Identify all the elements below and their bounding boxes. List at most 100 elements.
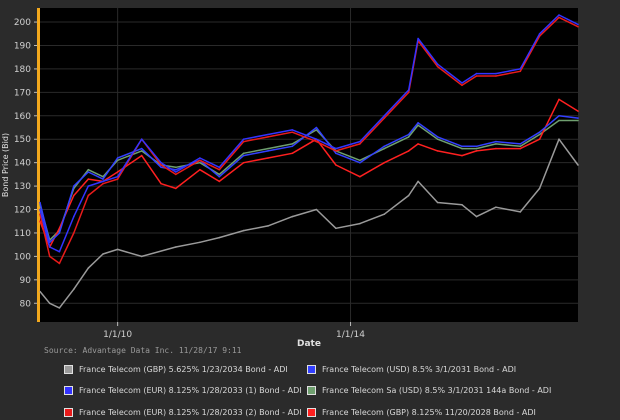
legend: France Telecom (GBP) 5.625% 1/23/2034 Bo… — [64, 362, 584, 420]
data-point-series-3 — [315, 129, 318, 131]
data-point-series-2 — [558, 14, 560, 16]
data-point-series-5 — [218, 180, 221, 183]
data-point-series-0 — [495, 206, 497, 208]
data-point-series-5 — [267, 157, 269, 159]
data-point-series-4 — [48, 255, 51, 258]
data-point-series-5 — [577, 110, 579, 112]
legend-item: France Telecom (EUR) 8.125% 1/28/2033 (2… — [64, 405, 307, 420]
data-point-series-1 — [519, 143, 522, 145]
data-point-series-0 — [199, 241, 201, 244]
data-point-series-0 — [140, 255, 143, 258]
data-point-series-2 — [267, 133, 269, 136]
data-point-series-1 — [73, 185, 75, 187]
legend-label: France Telecom (EUR) 8.125% 1/28/2033 (2… — [79, 408, 302, 418]
data-point-series-0 — [359, 222, 361, 225]
data-point-series-5 — [436, 150, 439, 152]
data-point-series-0 — [519, 211, 522, 213]
accent-bar — [37, 8, 40, 322]
data-point-series-4 — [87, 194, 90, 197]
data-point-series-3 — [267, 147, 269, 150]
y-tick-label: 190 — [14, 41, 31, 51]
data-point-series-1 — [140, 147, 143, 150]
legend-label: France Telecom (GBP) 8.125% 11/20/2028 B… — [322, 408, 536, 418]
data-point-series-2 — [218, 166, 221, 169]
data-point-series-2 — [436, 63, 439, 65]
data-point-series-4 — [116, 178, 119, 180]
data-point-series-2 — [160, 161, 162, 164]
data-point-series-5 — [242, 161, 245, 164]
data-point-series-3 — [291, 143, 294, 145]
data-point-series-5 — [461, 154, 463, 157]
data-point-series-1 — [160, 166, 162, 169]
data-point-series-2 — [519, 68, 522, 70]
data-point-series-1 — [87, 171, 90, 173]
x-tick-label: 1/1/10 — [103, 330, 132, 340]
data-point-series-4 — [436, 65, 439, 68]
data-point-series-2 — [39, 208, 41, 211]
data-point-series-5 — [495, 147, 497, 150]
data-point-series-4 — [558, 16, 560, 19]
legend-label: France Telecom (USD) 8.5% 3/1/2031 Bond … — [322, 364, 517, 374]
data-point-series-1 — [577, 117, 579, 119]
data-point-series-2 — [538, 33, 541, 35]
data-point-series-0 — [175, 246, 177, 248]
data-point-series-3 — [140, 150, 143, 152]
data-point-series-2 — [48, 246, 51, 248]
data-point-series-5 — [291, 152, 294, 155]
data-point-series-1 — [359, 161, 361, 164]
data-point-series-1 — [475, 145, 478, 148]
data-point-series-0 — [335, 227, 337, 230]
data-point-series-4 — [495, 75, 497, 77]
data-point-series-3 — [218, 173, 221, 176]
data-point-series-3 — [359, 159, 361, 162]
data-point-series-5 — [519, 147, 522, 150]
data-point-series-2 — [315, 138, 318, 140]
data-point-series-5 — [58, 227, 61, 230]
legend-label: France Telecom Sa (USD) 8.5% 3/1/2031 14… — [322, 386, 552, 396]
data-point-series-2 — [407, 89, 410, 91]
data-point-series-0 — [242, 229, 245, 232]
y-tick-label: 170 — [14, 88, 31, 98]
data-point-series-5 — [160, 182, 162, 185]
y-tick-label: 160 — [14, 112, 31, 122]
data-point-series-2 — [495, 72, 497, 75]
data-point-series-4 — [291, 131, 294, 133]
data-point-series-2 — [359, 140, 361, 143]
data-point-series-5 — [73, 194, 75, 197]
data-point-series-2 — [140, 138, 143, 140]
data-point-series-4 — [577, 25, 579, 28]
legend-swatch — [307, 364, 316, 374]
data-point-series-2 — [175, 171, 177, 173]
data-point-series-3 — [475, 147, 478, 150]
data-point-series-5 — [359, 175, 361, 178]
data-point-series-0 — [267, 225, 269, 227]
data-point-series-0 — [475, 215, 478, 218]
series-line-0 — [39, 138, 579, 309]
data-point-series-4 — [407, 91, 410, 94]
data-point-series-5 — [140, 154, 143, 157]
data-point-series-4 — [199, 159, 201, 162]
data-point-series-0 — [218, 236, 221, 239]
data-point-series-3 — [558, 119, 560, 122]
data-point-series-0 — [538, 187, 541, 190]
data-point-series-4 — [315, 140, 318, 143]
data-point-series-2 — [335, 147, 337, 150]
data-point-series-1 — [267, 150, 269, 152]
y-axis-label: Bond Price (Bid) — [1, 133, 10, 197]
data-point-series-4 — [475, 75, 478, 77]
data-point-series-0 — [383, 213, 386, 215]
data-point-series-4 — [58, 262, 61, 265]
data-point-series-1 — [417, 122, 419, 124]
data-point-series-0 — [407, 194, 410, 197]
legend-label: France Telecom (EUR) 8.125% 1/28/2033 (1… — [79, 386, 302, 396]
data-point-series-5 — [39, 220, 41, 222]
data-point-series-0 — [73, 288, 75, 291]
data-point-series-2 — [577, 23, 579, 26]
plot-area — [40, 8, 578, 322]
data-point-series-0 — [39, 290, 41, 293]
data-point-series-3 — [175, 166, 177, 169]
data-point-series-3 — [519, 145, 522, 148]
data-point-series-0 — [116, 248, 119, 251]
data-point-series-1 — [39, 201, 41, 204]
data-point-series-3 — [538, 133, 541, 136]
